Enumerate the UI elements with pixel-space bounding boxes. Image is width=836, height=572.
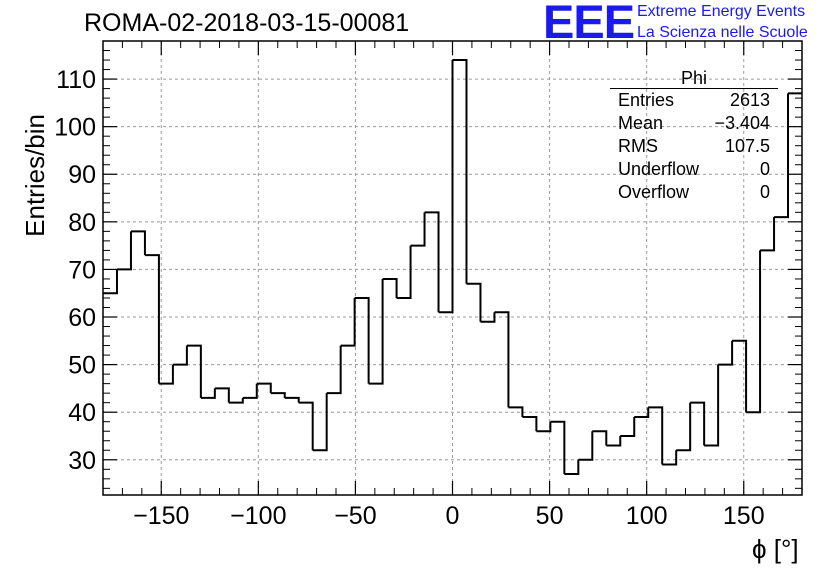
histogram-bin <box>298 401 314 451</box>
histogram-bin <box>690 401 706 446</box>
histogram-bin <box>606 435 622 447</box>
histogram-bin <box>494 311 510 408</box>
chart-title: ROMA-02-2018-03-15-00081 <box>84 9 410 37</box>
histogram-bin <box>718 340 734 366</box>
y-tick-label: 50 <box>68 352 96 380</box>
stats-row-overflow: Overflow 0 <box>610 181 778 204</box>
histogram-bin <box>103 269 118 295</box>
histogram-bin <box>200 388 216 399</box>
histogram-bin <box>648 406 664 465</box>
histogram-bin <box>270 392 286 398</box>
histogram-bin <box>536 421 552 433</box>
x-tick-label: −150 <box>133 502 189 530</box>
y-tick-label: 30 <box>68 447 96 475</box>
y-tick-label: 90 <box>68 161 96 189</box>
stats-label: RMS <box>618 136 658 156</box>
stats-box: Phi Entries 2613 Mean −3.404 RMS 107.5 U… <box>610 68 778 204</box>
y-tick-label: 80 <box>68 209 96 237</box>
tick-labels: −150 −100 −50 0 50 100 150 30 40 50 60 70 80 90 100 110 <box>54 66 764 530</box>
stats-label: Mean <box>618 113 664 133</box>
logo-line-1: Extreme Energy Events <box>637 3 806 20</box>
stats-value: 2613 <box>729 90 770 110</box>
y-tick-label: 70 <box>68 256 96 284</box>
x-tick-label: 50 <box>536 502 564 530</box>
histogram-bin <box>312 393 328 452</box>
histogram-bin <box>186 344 202 398</box>
histogram-bin <box>634 407 650 418</box>
histogram-bin <box>424 211 440 313</box>
histogram-bin <box>354 296 370 384</box>
histogram-bin <box>578 431 594 461</box>
histogram-bin <box>242 383 258 399</box>
histogram-bin <box>284 396 300 403</box>
histogram-bin <box>592 430 608 446</box>
histogram-bin <box>452 59 468 284</box>
logo-line-2: La Scienza nelle Scuole <box>637 24 808 41</box>
y-axis-label: Entries/bin <box>20 114 50 237</box>
histogram-bin <box>228 397 244 404</box>
histogram-bin <box>550 420 566 475</box>
histogram-bin <box>662 450 678 466</box>
histogram-bin <box>564 459 580 476</box>
histogram-bin <box>382 277 398 298</box>
stats-value: 0 <box>759 182 770 202</box>
histogram-bin <box>214 387 230 403</box>
histogram-bin <box>620 416 636 437</box>
y-tick-label: 110 <box>56 66 96 94</box>
stats-title: Phi <box>610 68 778 89</box>
histogram-bin <box>172 345 188 366</box>
stats-row-underflow: Underflow 0 <box>610 158 778 181</box>
histogram-bin <box>760 217 776 252</box>
histogram-bin <box>732 339 748 413</box>
histogram-bin <box>410 212 426 247</box>
stats-value: 107.5 <box>724 136 770 156</box>
histogram-series <box>103 59 802 476</box>
histogram-bin <box>480 312 496 323</box>
x-tick-label: 0 <box>446 502 460 530</box>
x-axis-label: ϕ [°] <box>752 534 799 564</box>
y-tick-label: 40 <box>68 399 96 427</box>
stats-value: 0 <box>759 159 770 179</box>
stats-row-entries: Entries 2613 <box>610 89 778 112</box>
stats-row-mean: Mean −3.404 <box>610 112 778 135</box>
histogram-bin <box>774 93 790 219</box>
x-tick-label: −50 <box>334 502 376 530</box>
histogram-bin <box>522 415 538 432</box>
histogram-bin <box>396 245 412 299</box>
histogram-bin <box>158 364 174 385</box>
histogram-bin <box>676 402 692 452</box>
y-tick-label: 60 <box>68 304 96 332</box>
stats-label: Underflow <box>618 159 700 179</box>
stats-label: Entries <box>618 90 675 110</box>
x-tick-label: 100 <box>626 502 668 530</box>
stats-label: Overflow <box>618 182 690 202</box>
histogram-bin <box>340 297 356 347</box>
stats-value: −3.404 <box>714 113 770 133</box>
histogram-bin <box>256 382 272 394</box>
histogram-bin <box>508 406 524 417</box>
x-tick-label: 150 <box>723 502 765 530</box>
x-tick-label: −100 <box>230 502 286 530</box>
stats-row-rms: RMS 107.5 <box>610 135 778 158</box>
histogram-bin <box>130 230 146 256</box>
histogram-bin <box>116 231 132 271</box>
axis-ticks <box>103 41 802 495</box>
histogram-bin <box>746 250 762 414</box>
histogram-bin <box>368 278 384 385</box>
histogram-bin <box>438 60 454 314</box>
histogram-bin <box>144 254 160 384</box>
y-tick-label: 100 <box>54 114 96 142</box>
histogram-bin <box>466 282 482 322</box>
histogram-bin <box>704 364 720 447</box>
eee-logo: EEE <box>543 0 635 48</box>
histogram-bin <box>326 345 342 395</box>
